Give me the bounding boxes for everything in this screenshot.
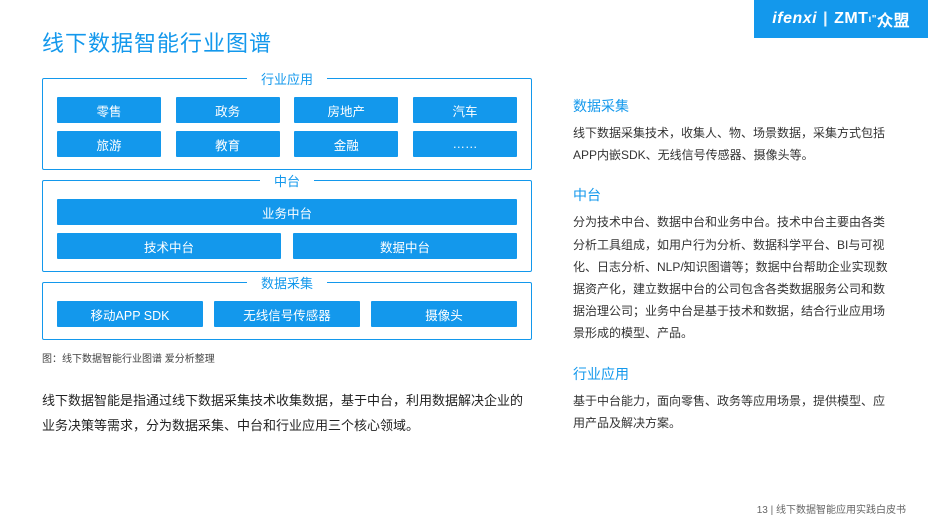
diagram-description: 线下数据智能是指通过线下数据采集技术收集数据，基于中台，利用数据解决企业的业务决… xyxy=(42,389,532,438)
brand-zmt: ZMT xyxy=(834,10,868,28)
panel-cell: 金融 xyxy=(294,131,398,157)
panel-row: 旅游教育金融 …… xyxy=(43,131,531,157)
panel-cell: 无线信号传感器 xyxy=(214,301,360,327)
panel-row: 业务中台 xyxy=(43,199,531,225)
panel-caption: 中台 xyxy=(260,171,314,190)
brand-ifenxi: ifenxi xyxy=(772,10,817,28)
section-heading: 行业应用 xyxy=(573,364,888,384)
diagram-panel: 中台业务中台技术中台数据中台 xyxy=(42,180,532,272)
diagram-footnote: 图：线下数据智能行业图谱 爱分析整理 xyxy=(42,350,532,365)
panel-cell: 旅游 xyxy=(57,131,161,157)
diagram-panel: 行业应用零售政务房地产汽车旅游教育金融…… xyxy=(42,78,532,170)
diagram-panel: 数据采集移动APP SDK无线信号传感器摄像头 xyxy=(42,282,532,340)
panel-cell: 摄像头 xyxy=(371,301,517,327)
page-number: 13 | 线下数据智能应用实践白皮书 xyxy=(757,501,906,516)
panel-row: 移动APP SDK 无线信号传感器摄像头 xyxy=(43,301,531,327)
panel-cell: 汽车 xyxy=(413,97,517,123)
panel-cell: 移动APP SDK xyxy=(57,301,203,327)
text-sections: 数据采集线下数据采集技术，收集人、物、场景数据，采集方式包括APP内嵌SDK、无… xyxy=(573,96,888,453)
panel-caption: 行业应用 xyxy=(247,69,327,88)
page-title: 线下数据智能行业图谱 xyxy=(42,26,272,58)
text-section: 行业应用基于中台能力，面向零售、政务等应用场景，提供模型、应用产品及解决方案。 xyxy=(573,364,888,434)
panel-cell: 房地产 xyxy=(294,97,398,123)
text-section: 数据采集线下数据采集技术，收集人、物、场景数据，采集方式包括APP内嵌SDK、无… xyxy=(573,96,888,166)
panel-cell: 技术中台 xyxy=(57,233,281,259)
section-body: 分为技术中台、数据中台和业务中台。技术中台主要由各类分析工具组成，如用户行为分析… xyxy=(573,211,888,344)
panel-row: 零售政务房地产汽车 xyxy=(43,97,531,123)
section-heading: 数据采集 xyxy=(573,96,888,116)
panel-cell: 政务 xyxy=(176,97,280,123)
section-body: 线下数据采集技术，收集人、物、场景数据，采集方式包括APP内嵌SDK、无线信号传… xyxy=(573,122,888,166)
text-section: 中台分为技术中台、数据中台和业务中台。技术中台主要由各类分析工具组成，如用户行为… xyxy=(573,185,888,344)
panel-cell: 业务中台 xyxy=(57,199,517,225)
section-body: 基于中台能力，面向零售、政务等应用场景，提供模型、应用产品及解决方案。 xyxy=(573,390,888,434)
diagram-area: 行业应用零售政务房地产汽车旅游教育金融……中台业务中台技术中台数据中台数据采集移… xyxy=(42,78,532,438)
panel-cell: …… xyxy=(413,131,517,157)
panel-cell: 数据中台 xyxy=(293,233,517,259)
panel-caption: 数据采集 xyxy=(247,273,327,292)
panel-row: 技术中台数据中台 xyxy=(43,233,531,259)
top-brand-bar: ifenxi | ZMTι" 众盟 xyxy=(754,0,928,38)
panel-cell: 教育 xyxy=(176,131,280,157)
brand-zhongmeng: 众盟 xyxy=(877,7,910,31)
separator-icon: | xyxy=(823,10,828,28)
section-heading: 中台 xyxy=(573,185,888,205)
panel-cell: 零售 xyxy=(57,97,161,123)
brand-zmt-sup: ι" xyxy=(868,14,877,25)
